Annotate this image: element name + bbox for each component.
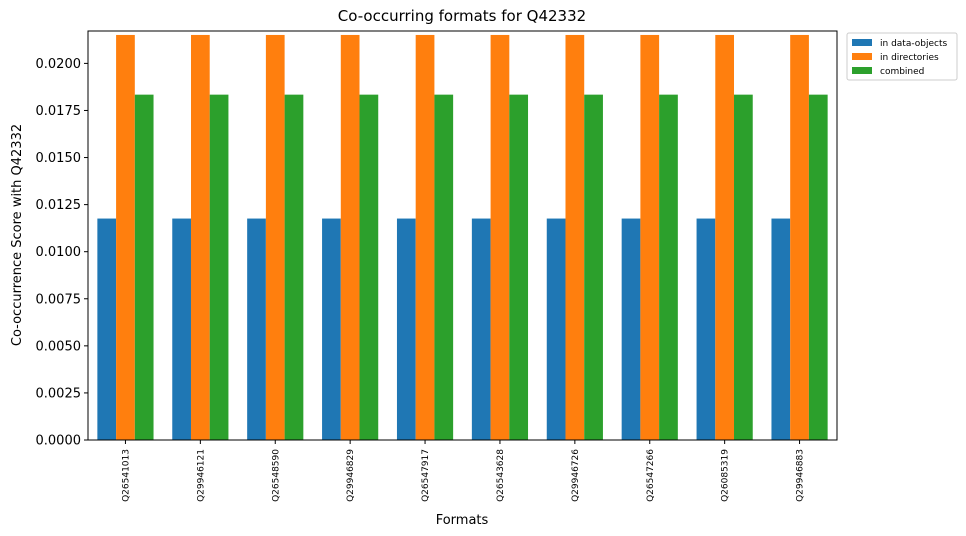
- legend-label: combined: [880, 67, 924, 77]
- bar: [209, 94, 229, 440]
- x-axis: Q26541013 Q29946121 Q26548590 Q29946829 Q265…: [121, 440, 806, 502]
- x-tick-label: Q26543628: [496, 449, 506, 502]
- legend-swatch: [852, 53, 872, 60]
- y-tick-label: 0.0125: [36, 198, 82, 213]
- x-tick-label: Q29946883: [796, 449, 806, 502]
- x-tick-label: Q26547266: [646, 449, 656, 502]
- y-tick-label: 0.0075: [36, 292, 82, 307]
- bar: [434, 94, 454, 440]
- bar: [471, 218, 491, 440]
- legend-label: in data-objects: [880, 39, 947, 49]
- bar: [790, 34, 809, 441]
- bar: [116, 34, 135, 441]
- x-axis-label: Formats: [436, 513, 489, 528]
- bar: [396, 218, 416, 440]
- y-tick-label: 0.0150: [36, 151, 82, 166]
- legend-frame: [846, 32, 958, 81]
- x-tick-label: Q29946829: [346, 449, 356, 502]
- x-tick-label: Q29946121: [196, 449, 206, 502]
- bar: [134, 94, 154, 440]
- x-tick-label: Q26548590: [271, 449, 281, 502]
- y-axis: 0.0000 0.0025 0.0050 0.0075 0.0100 0.0125 0.01…: [36, 57, 88, 449]
- bar: [659, 94, 678, 440]
- legend-label: in directories: [880, 53, 939, 63]
- axes-frame: [87, 30, 838, 441]
- plot-area: [97, 34, 828, 441]
- bar: [509, 94, 529, 440]
- chart-title: Co-occurring formats for Q42332: [338, 7, 586, 25]
- x-tick-label: Q29946726: [571, 449, 581, 502]
- legend: in data-objects in directories combined: [846, 32, 958, 81]
- bar: [265, 34, 285, 441]
- bar: [771, 218, 791, 440]
- bar: [734, 94, 753, 440]
- y-axis-label: Co-occurrence Score with Q42332: [10, 124, 25, 346]
- bar: [490, 34, 510, 441]
- y-tick-label: 0.0175: [36, 104, 82, 119]
- bar: [808, 94, 828, 440]
- y-tick-label: 0.0100: [36, 245, 82, 260]
- bar: [190, 34, 210, 441]
- x-tick-label: Q26541013: [121, 449, 131, 502]
- bar: [247, 218, 266, 440]
- bar: [640, 34, 660, 441]
- y-tick-label: 0.0025: [36, 386, 82, 401]
- bar: [322, 218, 341, 440]
- bar: [284, 94, 304, 440]
- bar: [621, 218, 641, 440]
- legend-swatch: [852, 67, 872, 74]
- bar: [359, 94, 379, 440]
- bar: [546, 218, 566, 440]
- x-tick-label: Q26085319: [721, 449, 731, 502]
- y-tick-label: 0.0050: [36, 339, 82, 354]
- bar: [172, 218, 191, 440]
- bar: [715, 34, 735, 441]
- y-tick-label: 0.0200: [36, 57, 82, 72]
- legend-swatch: [852, 39, 872, 46]
- bar: [415, 34, 435, 441]
- bar: [340, 34, 360, 441]
- bar: [696, 218, 716, 440]
- y-tick-label: 0.0000: [36, 434, 82, 449]
- bar: [584, 94, 603, 440]
- bar: [97, 218, 117, 440]
- bar: [565, 34, 585, 441]
- x-tick-label: Q26547917: [421, 449, 431, 502]
